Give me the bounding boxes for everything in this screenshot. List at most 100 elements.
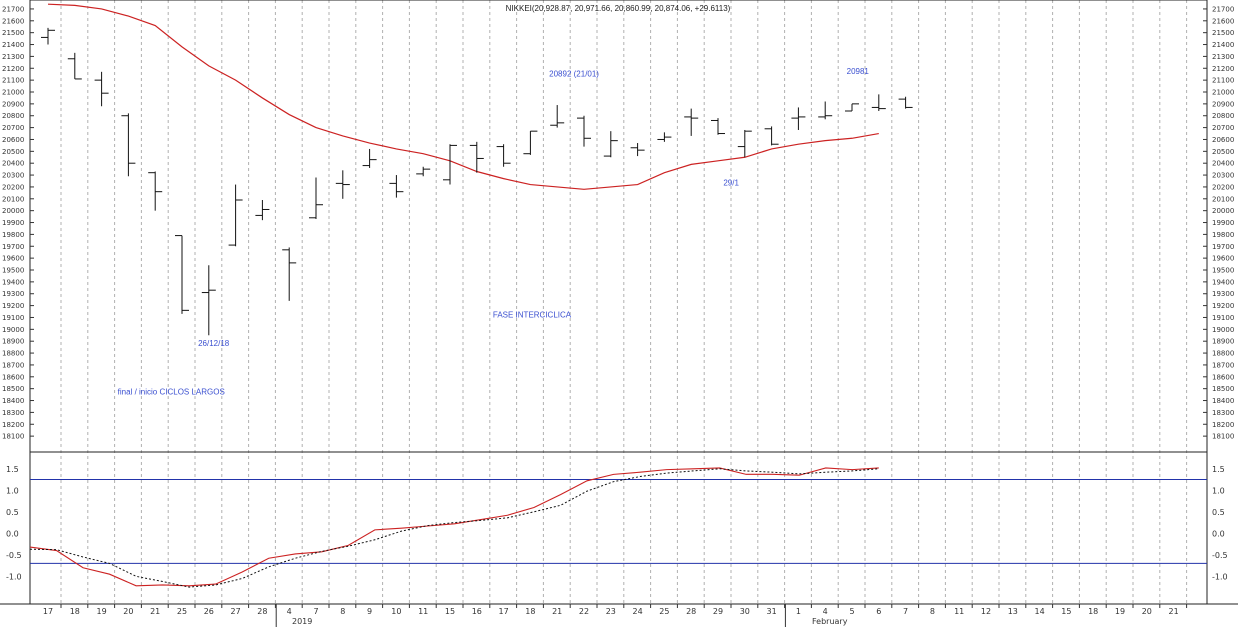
ohlc-bar bbox=[201, 265, 216, 336]
price-tick-label-right: 18100 bbox=[1212, 433, 1234, 441]
price-tick-label-right: 18500 bbox=[1212, 385, 1234, 393]
annotation-label: 29/1 bbox=[723, 179, 739, 188]
ohlc-bar bbox=[389, 175, 404, 198]
price-tick-label-left: 21400 bbox=[2, 41, 24, 49]
x-tick-label: 4 bbox=[287, 607, 292, 616]
x-tick-label: 18 bbox=[525, 607, 535, 616]
plot-border bbox=[29, 0, 1208, 605]
ohlc-bar bbox=[335, 170, 350, 199]
price-tick-label-left: 19500 bbox=[2, 267, 24, 275]
price-tick-label-right: 18300 bbox=[1212, 409, 1234, 417]
price-tick-label-right: 19600 bbox=[1212, 255, 1234, 263]
price-tick-label-left: 19800 bbox=[2, 231, 24, 239]
x-tick-label: 13 bbox=[1008, 607, 1018, 616]
x-tick-label: 25 bbox=[177, 607, 187, 616]
x-tick-label: 19 bbox=[97, 607, 107, 616]
grid-lines bbox=[60, 0, 1188, 604]
price-tick-label-left: 20000 bbox=[2, 207, 24, 215]
ohlc-bar bbox=[228, 184, 243, 247]
ohlc-bar bbox=[148, 171, 163, 211]
price-tick-label-right: 20300 bbox=[1212, 172, 1234, 180]
ohlc-bar bbox=[121, 113, 136, 177]
x-tick-label: 17 bbox=[499, 607, 509, 616]
price-tick-label-left: 21600 bbox=[2, 17, 24, 25]
osc-tick-label-right: -1.0 bbox=[1212, 572, 1228, 581]
ohlc-bar bbox=[416, 166, 431, 177]
osc-tick-label-left: 0.5 bbox=[6, 508, 19, 517]
oscillator-line-solid bbox=[29, 467, 879, 587]
price-tick-label-left: 21700 bbox=[2, 5, 24, 13]
price-tick-label-right: 20700 bbox=[1212, 124, 1234, 132]
price-tick-label-left: 21000 bbox=[2, 89, 24, 97]
x-tick-label: 21 bbox=[552, 607, 562, 616]
price-tick-label-right: 19700 bbox=[1212, 243, 1234, 251]
x-tick-label: 6 bbox=[876, 607, 881, 616]
ohlc-bar bbox=[255, 199, 270, 221]
x-tick-label: 12 bbox=[981, 607, 991, 616]
moving-average-line bbox=[47, 3, 879, 190]
price-tick-label-right: 21500 bbox=[1212, 29, 1234, 37]
price-tick-label-left: 19300 bbox=[2, 290, 24, 298]
x-axis: 17 18 19 20 21 25 26 27 28 4 7 8 9 10 11 15 16 17 18 21 22 23… bbox=[43, 604, 1188, 627]
x-tick-label: 16 bbox=[472, 607, 482, 616]
price-y-axis: 18100 18100 18200 18200 18300 18300 18400 18400… bbox=[2, 5, 1234, 440]
ohlc-bar bbox=[764, 126, 779, 146]
price-tick-label-left: 19400 bbox=[2, 278, 24, 286]
price-tick-label-left: 19600 bbox=[2, 255, 24, 263]
ohlc-bar bbox=[603, 131, 618, 158]
oscillator-y-axis: 1.5 1.5 1.0 1.0 0.5 0.5 0.0 0.0 -0.5 -0.5 -1.0 -1.0 bbox=[6, 465, 1228, 582]
price-tick-label-left: 21500 bbox=[2, 29, 24, 37]
ohlc-bar bbox=[871, 94, 886, 111]
price-tick-label-right: 21600 bbox=[1212, 17, 1234, 25]
x-tick-label: 28 bbox=[257, 607, 267, 616]
price-tick-label-right: 18900 bbox=[1212, 338, 1234, 346]
price-tick-label-left: 20600 bbox=[2, 136, 24, 144]
ohlc-bar bbox=[443, 144, 457, 185]
price-tick-label-right: 20100 bbox=[1212, 195, 1234, 203]
x-tick-label: 21 bbox=[150, 607, 160, 616]
price-tick-label-left: 19100 bbox=[2, 314, 24, 322]
ohlc-bar bbox=[67, 52, 82, 80]
price-tick-label-right: 19000 bbox=[1212, 326, 1234, 334]
price-tick-label-left: 20300 bbox=[2, 172, 24, 180]
oscillator-line-dotted bbox=[29, 468, 879, 588]
ohlc-bar bbox=[523, 130, 538, 155]
price-tick-label-left: 20400 bbox=[2, 160, 24, 168]
osc-tick-label-right: 0.0 bbox=[1212, 529, 1225, 538]
price-tick-label-left: 18100 bbox=[2, 433, 24, 441]
annotation-label: 26/12/18 bbox=[198, 339, 230, 348]
price-tick-label-left: 20800 bbox=[2, 112, 24, 120]
osc-tick-label-left: -1.0 bbox=[6, 572, 22, 581]
price-tick-label-right: 20400 bbox=[1212, 160, 1234, 168]
ohlc-bar bbox=[818, 101, 833, 120]
x-tick-label: 30 bbox=[740, 607, 750, 616]
ohlc-bar bbox=[309, 177, 323, 219]
price-tick-label-left: 20900 bbox=[2, 100, 24, 108]
price-tick-label-right: 18600 bbox=[1212, 373, 1234, 381]
price-tick-label-right: 19200 bbox=[1212, 302, 1234, 310]
price-tick-label-left: 19900 bbox=[2, 219, 24, 227]
osc-tick-label-left: 1.5 bbox=[6, 465, 19, 474]
price-tick-label-right: 21400 bbox=[1212, 41, 1234, 49]
osc-tick-label-left: 0.0 bbox=[6, 529, 19, 538]
x-tick-label: 9 bbox=[367, 607, 372, 616]
x-tick-label: 31 bbox=[767, 607, 777, 616]
oscillator-bands bbox=[30, 479, 1207, 564]
price-tick-label-right: 19900 bbox=[1212, 219, 1234, 227]
osc-tick-label-right: 0.5 bbox=[1212, 508, 1225, 517]
ohlc-bar bbox=[282, 247, 297, 301]
annotation-label: final / inicio CICLOS LARGOS bbox=[118, 388, 225, 397]
ohlc-bars bbox=[41, 27, 913, 336]
ohlc-bar bbox=[496, 144, 511, 167]
price-tick-label-right: 19400 bbox=[1212, 278, 1234, 286]
chart-title: NIKKEI(20,928.87, 20,971.66, 20,860.99, … bbox=[506, 4, 731, 13]
chart-annotations: 20892 (21/01) 20981 29/1 26/12/18 FASE INTER… bbox=[118, 67, 870, 396]
price-tick-label-left: 21100 bbox=[2, 77, 24, 85]
x-tick-label: 10 bbox=[391, 607, 401, 616]
osc-tick-label-right: -0.5 bbox=[1212, 551, 1228, 560]
x-tick-label: 20 bbox=[1142, 607, 1152, 616]
x-tick-label: 28 bbox=[686, 607, 696, 616]
x-tick-label: 24 bbox=[633, 607, 643, 616]
ohlc-bar bbox=[711, 118, 725, 135]
price-tick-label-left: 20700 bbox=[2, 124, 24, 132]
